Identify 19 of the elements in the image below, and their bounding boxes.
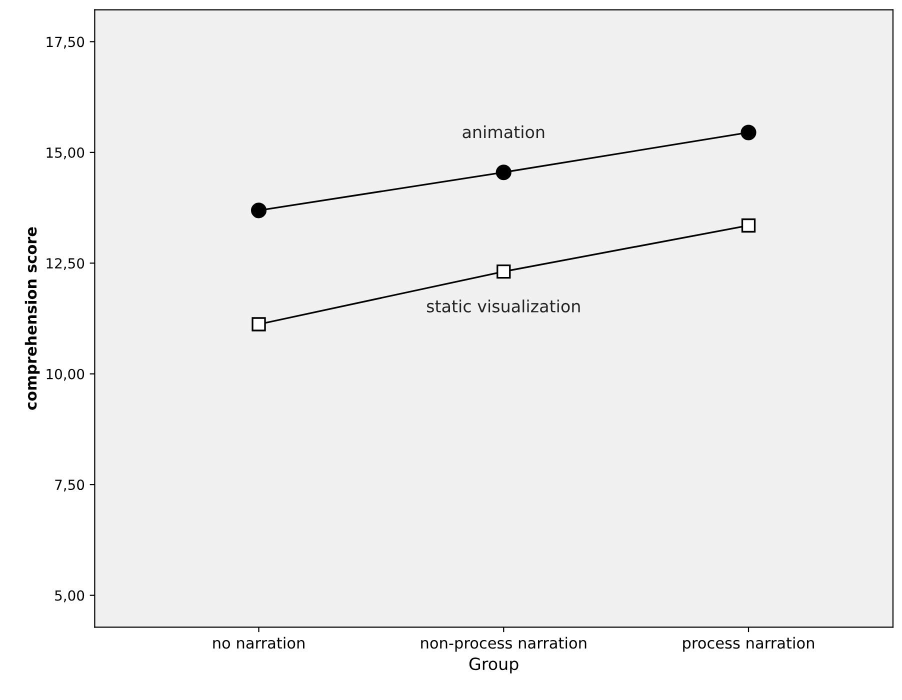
y-tick-label: 12,50 bbox=[46, 258, 84, 270]
x-tick-label: no narration bbox=[213, 636, 304, 649]
y-tick-label: 5,00 bbox=[55, 590, 84, 602]
point bbox=[740, 124, 756, 140]
point bbox=[741, 218, 756, 233]
series-label: static visualization bbox=[426, 300, 580, 312]
point bbox=[496, 164, 512, 180]
point bbox=[252, 317, 266, 332]
y-tick-label: 17,50 bbox=[46, 36, 84, 49]
y-axis-title: comprehension score bbox=[24, 227, 40, 410]
point bbox=[496, 264, 511, 279]
y-tick-label: 7,50 bbox=[55, 480, 84, 492]
x-tick-label: non-process narration bbox=[421, 636, 586, 652]
y-tick-label: 10,00 bbox=[46, 368, 84, 381]
y-tick-label: 15,00 bbox=[46, 147, 84, 160]
x-axis-title: Group bbox=[469, 658, 518, 674]
x-tick-label: process narration bbox=[683, 636, 814, 652]
series-label: animation bbox=[462, 125, 544, 138]
point bbox=[250, 202, 267, 218]
